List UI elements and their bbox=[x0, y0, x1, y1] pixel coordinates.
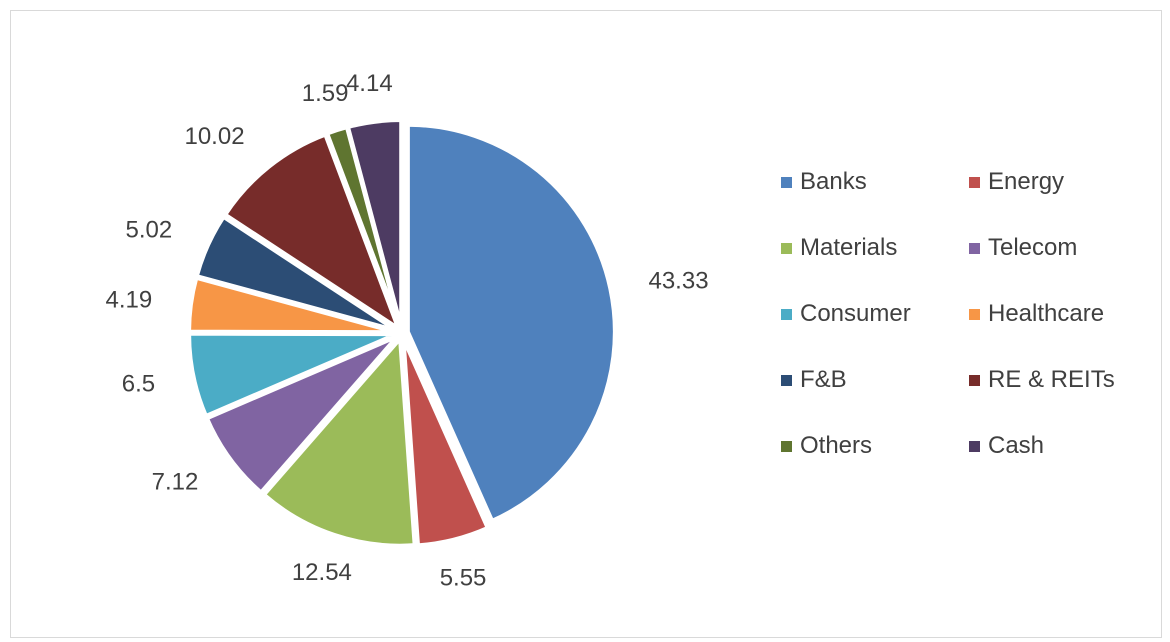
pie-slice-energy bbox=[401, 336, 490, 548]
legend-label: Banks bbox=[800, 168, 867, 195]
data-label-energy: 5.55 bbox=[440, 564, 487, 591]
pie-slice-f-b bbox=[194, 214, 399, 333]
legend-label: RE & REITs bbox=[988, 366, 1115, 393]
legend-label: Materials bbox=[800, 234, 898, 261]
data-label-consumer: 6.5 bbox=[122, 370, 155, 397]
legend-swatch bbox=[969, 440, 980, 452]
legend-item-others: Others bbox=[781, 413, 969, 479]
legend-label: Telecom bbox=[988, 234, 1078, 261]
legend-label: Cash bbox=[988, 432, 1045, 459]
pie-slice-telecom bbox=[204, 334, 400, 495]
legend-swatch bbox=[969, 242, 980, 254]
data-label-healthcare: 4.19 bbox=[106, 286, 153, 313]
data-label-cash: 4.14 bbox=[346, 70, 393, 97]
data-label-re-reits: 10.02 bbox=[184, 123, 244, 150]
legend-item-energy: Energy bbox=[969, 149, 1159, 215]
pie-chart: 43.33 5.55 12.54 7.12 6.5 4.19 5.02 10.02 1.594.… bbox=[106, 70, 709, 591]
legend-item-healthcare: Healthcare bbox=[969, 281, 1159, 347]
chart-area: 43.33 5.55 12.54 7.12 6.5 4.19 5.02 10.02 1.59 4.… bbox=[10, 10, 1162, 638]
legend: Banks Energy Materials Telecom Consumer Healt… bbox=[781, 149, 1161, 479]
legend-item-banks: Banks bbox=[781, 149, 969, 215]
data-label-others: 1.59 bbox=[302, 80, 349, 107]
pie-slice-banks bbox=[405, 122, 617, 523]
legend-label: F&B bbox=[800, 366, 847, 393]
legend-item-re-reits: RE & REITs bbox=[969, 347, 1159, 413]
legend-swatch bbox=[781, 440, 792, 452]
legend-item-materials: Materials bbox=[781, 215, 969, 281]
legend-item-f-b: F&B bbox=[781, 347, 969, 413]
legend-swatch bbox=[781, 308, 792, 320]
legend-item-cash: Cash bbox=[969, 413, 1159, 479]
data-label-f-b: 5.02 bbox=[126, 216, 173, 243]
data-label-telecom: 7.12 bbox=[152, 468, 199, 495]
pie-slices bbox=[187, 118, 617, 548]
legend-swatch bbox=[969, 374, 980, 386]
pie-slice-consumer bbox=[187, 331, 399, 418]
data-label-materials: 12.54 bbox=[292, 559, 352, 586]
legend-swatch bbox=[781, 242, 792, 254]
legend-swatch bbox=[781, 176, 792, 188]
legend-label: Energy bbox=[988, 168, 1065, 195]
legend-item-telecom: Telecom bbox=[969, 215, 1159, 281]
legend-swatch bbox=[781, 374, 792, 386]
legend-swatch bbox=[969, 176, 980, 188]
pie-slice-cash bbox=[345, 118, 404, 330]
data-label-banks: 43.33 bbox=[648, 268, 708, 295]
legend-item-consumer: Consumer bbox=[781, 281, 969, 347]
data-labels: 43.33 5.55 12.54 7.12 6.5 4.19 5.02 10.02 1.594.… bbox=[106, 70, 709, 591]
legend-label: Others bbox=[800, 432, 873, 459]
legend-swatch bbox=[969, 308, 980, 320]
legend-label: Consumer bbox=[800, 300, 911, 327]
pie-slice-re-reits bbox=[223, 132, 401, 331]
pie-slice-materials bbox=[261, 336, 417, 548]
legend-label: Healthcare bbox=[988, 300, 1105, 327]
